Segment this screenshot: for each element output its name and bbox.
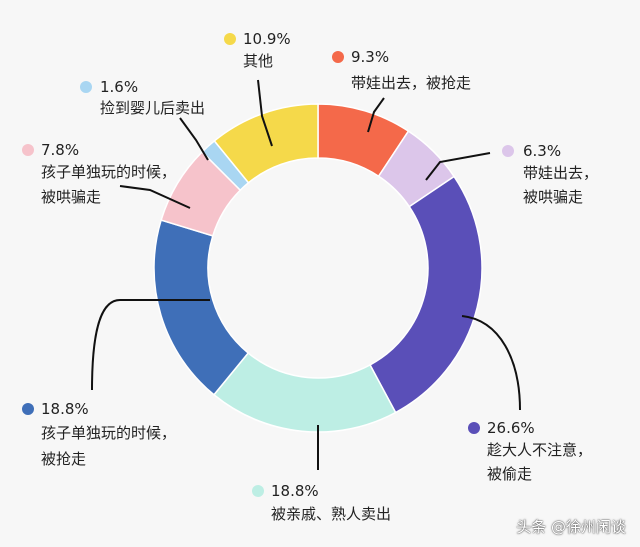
leader-line-2	[461, 315, 521, 411]
legend-dot-7	[224, 33, 236, 45]
leader-line-5	[119, 185, 191, 209]
slice-label-2-line-1: 被偷走	[487, 465, 532, 483]
slice-label-6-line-0: 捡到婴儿后卖出	[100, 99, 205, 117]
legend-dot-2	[468, 422, 480, 434]
legend-dot-1	[502, 145, 514, 157]
leader-line-4	[91, 299, 210, 391]
slice-label-5-line-1: 被哄骗走	[41, 188, 101, 206]
slice-percent-7: 10.9%	[243, 30, 291, 48]
slice-7	[213, 103, 319, 184]
slice-3	[212, 351, 397, 433]
slice-label-1-line-1: 被哄骗走	[523, 188, 583, 206]
slice-percent-1: 6.3%	[523, 142, 561, 160]
leader-line-6	[179, 117, 209, 161]
watermark-text: 头条 @徐州闲谈	[516, 518, 626, 536]
slice-label-5-line-0: 孩子单独玩的时候，	[41, 163, 176, 181]
donut-slices	[153, 103, 483, 433]
slice-label-4-line-0: 孩子单独玩的时候，	[41, 424, 176, 442]
slice-labels: 9.3% 带娃出去，被抢走 6.3% 带娃出去， 被哄骗走 26.6% 趁大人不注意， 被偷走…	[22, 30, 598, 523]
leader-line-0	[367, 97, 385, 133]
slice-label-1-line-0: 带娃出去，	[523, 164, 598, 182]
slice-percent-3: 18.8%	[271, 482, 319, 500]
slice-2	[369, 175, 483, 414]
slice-label-2-line-0: 趁大人不注意，	[487, 441, 592, 459]
slice-4	[153, 219, 250, 396]
slice-label-3-line-0: 被亲戚、熟人卖出	[271, 505, 391, 523]
slice-label-0-line-0: 带娃出去，被抢走	[351, 74, 471, 92]
slice-label-4-line-1: 被抢走	[41, 450, 86, 468]
leader-line-1	[425, 152, 491, 181]
slice-label-7-line-0: 其他	[243, 52, 273, 70]
legend-dot-6	[80, 81, 92, 93]
legend-dot-3	[252, 485, 264, 497]
leader-lines	[91, 79, 521, 470]
slice-percent-0: 9.3%	[351, 48, 389, 66]
slice-percent-6: 1.6%	[100, 78, 138, 96]
legend-dot-4	[22, 403, 34, 415]
slice-percent-2: 26.6%	[487, 419, 535, 437]
legend-dot-5	[22, 144, 34, 156]
leader-line-7	[257, 79, 273, 147]
slice-percent-4: 18.8%	[41, 400, 89, 418]
slice-percent-5: 7.8%	[41, 141, 79, 159]
legend-dot-0	[332, 51, 344, 63]
